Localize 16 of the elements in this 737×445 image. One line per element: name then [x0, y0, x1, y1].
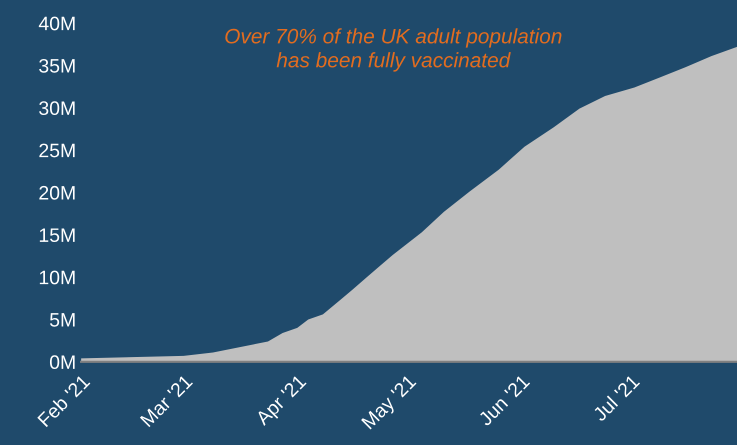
y-tick-label: 10M [40, 270, 75, 284]
x-tick-label: Jun '21 [477, 374, 530, 427]
y-tick-label: 20M [39, 186, 75, 200]
y-tick-label: 30M [39, 101, 75, 116]
y-tick-label: 25M [39, 144, 75, 158]
y-tick-label: 40M [38, 16, 75, 30]
y-tick-label: 0M [50, 355, 75, 370]
x-tick-label: Jul '21 [592, 374, 640, 422]
x-tick-label: Apr '21 [254, 374, 310, 429]
x-tick-label: May '21 [360, 374, 420, 432]
x-tick-label: Feb '21 [36, 374, 90, 428]
y-tick-label: 35M [39, 58, 75, 73]
annotation: Over 70% of the UK adult population has been fully vaccinated [225, 28, 562, 72]
y-tick-label: 15M [40, 228, 75, 242]
y-tick-label: 5M [50, 313, 75, 327]
x-tick-label: Mar '21 [140, 374, 194, 428]
